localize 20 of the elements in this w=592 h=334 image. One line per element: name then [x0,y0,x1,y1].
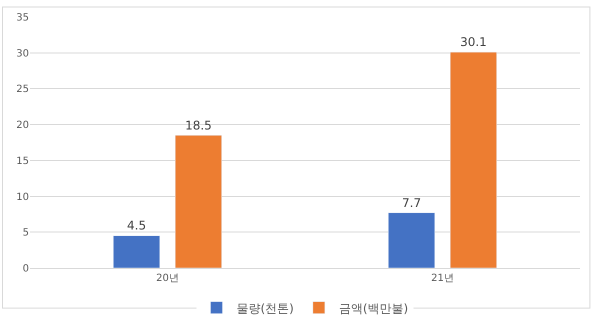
bar [113,235,160,268]
y-tick-label: 10 [16,192,29,203]
data-label: 30.1 [460,35,487,50]
y-tick-label: 15 [16,156,29,167]
legend-label: 물량(천톤) [236,301,294,316]
bar [388,212,436,268]
y-tick-label: 20 [16,120,29,132]
data-label: 18.5 [185,118,212,132]
bar [174,135,222,268]
data-label: 7.7 [402,196,422,210]
x-tick-label: 21년 [431,273,454,284]
x-tick-label: 20년 [156,273,179,284]
y-tick-label: 5 [22,228,29,239]
y-tick-label: 25 [16,84,29,96]
y-tick-label: 0 [22,264,29,274]
legend-label: 금액(백만불) [338,301,408,316]
y-tick-label: 30 [16,48,29,60]
data-label: 4.5 [127,218,146,233]
bar [450,52,497,268]
y-tick-label: 35 [16,12,29,24]
